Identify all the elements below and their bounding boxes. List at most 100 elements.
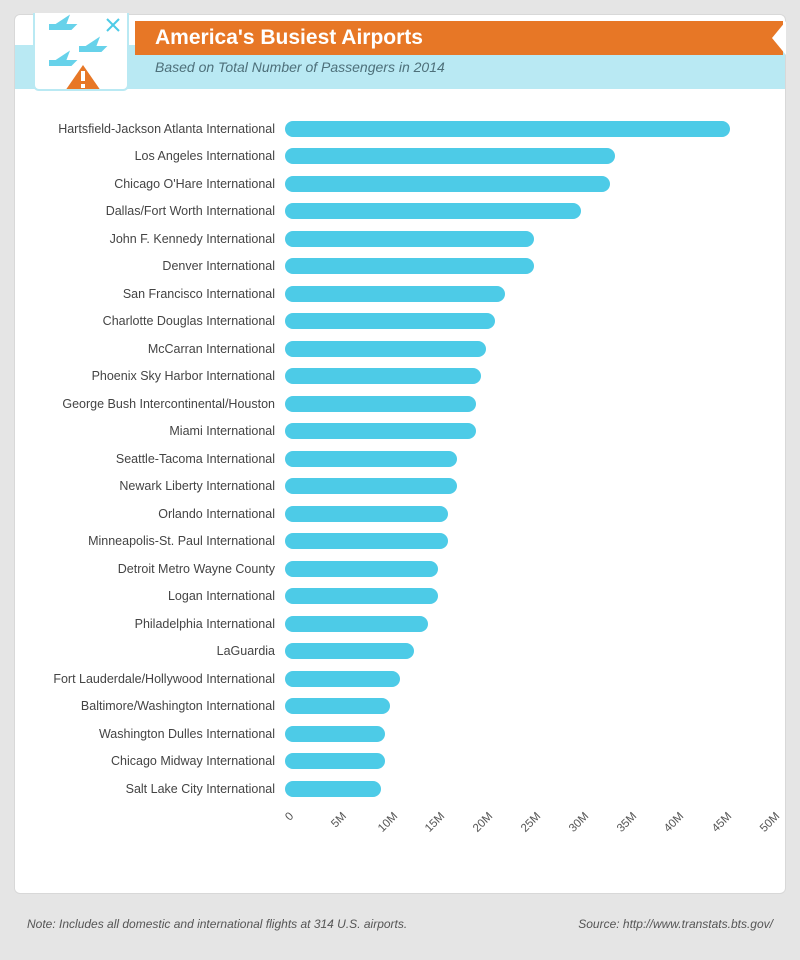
bar-fill <box>285 121 730 137</box>
bar-track <box>285 258 763 274</box>
bar-row: LaGuardia <box>37 638 763 666</box>
bar-fill <box>285 726 385 742</box>
bar-row: Philadelphia International <box>37 610 763 638</box>
bar-row: McCarran International <box>37 335 763 363</box>
bar-fill <box>285 203 581 219</box>
bar-fill <box>285 561 438 577</box>
bar-row: Hartsfield-Jackson Atlanta International <box>37 115 763 143</box>
bar-track <box>285 753 763 769</box>
bar-track <box>285 148 763 164</box>
footer-note: Note: Includes all domestic and internat… <box>27 917 407 931</box>
bar-label: San Francisco International <box>37 287 285 301</box>
bar-label: Philadelphia International <box>37 617 285 631</box>
bar-row: Los Angeles International <box>37 143 763 171</box>
bar-label: Phoenix Sky Harbor International <box>37 369 285 383</box>
bar-fill <box>285 616 428 632</box>
bar-track <box>285 176 763 192</box>
bar-label: McCarran International <box>37 342 285 356</box>
bar-row: Chicago O'Hare International <box>37 170 763 198</box>
bar-label: Dallas/Fort Worth International <box>37 204 285 218</box>
bar-track <box>285 203 763 219</box>
bar-label: Washington Dulles International <box>37 727 285 741</box>
bar-label: Detroit Metro Wayne County <box>37 562 285 576</box>
bar-fill <box>285 588 438 604</box>
x-tick: 5M <box>329 809 350 830</box>
bar-row: Washington Dulles International <box>37 720 763 748</box>
bar-fill <box>285 286 505 302</box>
bar-row: John F. Kennedy International <box>37 225 763 253</box>
bar-label: Orlando International <box>37 507 285 521</box>
bar-fill <box>285 258 534 274</box>
bar-row: Denver International <box>37 253 763 281</box>
title-ribbon: America's Busiest Airports <box>135 21 783 55</box>
bar-track <box>285 781 763 797</box>
bar-track <box>285 671 763 687</box>
chart-subtitle: Based on Total Number of Passengers in 2… <box>155 59 445 75</box>
bar-track <box>285 121 763 137</box>
bar-fill <box>285 643 414 659</box>
bar-label: Salt Lake City International <box>37 782 285 796</box>
bar-label: Charlotte Douglas International <box>37 314 285 328</box>
bar-track <box>285 643 763 659</box>
bar-track <box>285 231 763 247</box>
footer-source: Source: http://www.transtats.bts.gov/ <box>578 917 773 931</box>
bar-row: Newark Liberty International <box>37 473 763 501</box>
bar-label: Chicago O'Hare International <box>37 177 285 191</box>
bar-label: Baltimore/Washington International <box>37 699 285 713</box>
ribbon-notch <box>772 21 786 55</box>
bar-row: Detroit Metro Wayne County <box>37 555 763 583</box>
bar-fill <box>285 148 615 164</box>
bar-track <box>285 368 763 384</box>
bar-row: Logan International <box>37 583 763 611</box>
bar-label: Logan International <box>37 589 285 603</box>
bar-row: Minneapolis-St. Paul International <box>37 528 763 556</box>
bar-track <box>285 533 763 549</box>
bar-label: Hartsfield-Jackson Atlanta International <box>37 122 285 136</box>
bar-fill <box>285 396 476 412</box>
bar-track <box>285 698 763 714</box>
x-tick: 25M <box>519 809 545 835</box>
bar-label: John F. Kennedy International <box>37 232 285 246</box>
bar-track <box>285 616 763 632</box>
bar-row: Orlando International <box>37 500 763 528</box>
header-banner: Based on Total Number of Passengers in 2… <box>15 15 785 99</box>
bar-track <box>285 588 763 604</box>
bar-fill <box>285 671 400 687</box>
bar-row: San Francisco International <box>37 280 763 308</box>
x-tick: 40M <box>662 809 688 835</box>
bar-track <box>285 313 763 329</box>
x-tick: 20M <box>471 809 497 835</box>
footer: Note: Includes all domestic and internat… <box>15 917 785 931</box>
bar-track <box>285 561 763 577</box>
bar-track <box>285 451 763 467</box>
bar-row: Fort Lauderdale/Hollywood International <box>37 665 763 693</box>
bar-label: Los Angeles International <box>37 149 285 163</box>
bar-label: Newark Liberty International <box>37 479 285 493</box>
bar-track <box>285 726 763 742</box>
bar-label: Denver International <box>37 259 285 273</box>
bar-fill <box>285 423 476 439</box>
x-axis: 05M10M15M20M25M30M35M40M45M50M <box>285 809 763 849</box>
bar-label: Seattle-Tacoma International <box>37 452 285 466</box>
bar-fill <box>285 781 381 797</box>
bar-track <box>285 423 763 439</box>
bar-fill <box>285 368 481 384</box>
bar-track <box>285 478 763 494</box>
bar-label: Fort Lauderdale/Hollywood International <box>37 672 285 686</box>
bar-row: Salt Lake City International <box>37 775 763 803</box>
x-tick: 50M <box>758 809 784 835</box>
x-tick: 45M <box>710 809 736 835</box>
bar-row: Dallas/Fort Worth International <box>37 198 763 226</box>
x-tick: 10M <box>376 809 402 835</box>
x-tick: 30M <box>567 809 593 835</box>
bar-track <box>285 286 763 302</box>
x-tick: 35M <box>615 809 641 835</box>
bar-label: LaGuardia <box>37 644 285 658</box>
airport-icon <box>33 13 129 91</box>
bar-row: Phoenix Sky Harbor International <box>37 363 763 391</box>
bar-list: Hartsfield-Jackson Atlanta International… <box>37 115 763 803</box>
x-tick: 15M <box>423 809 449 835</box>
bar-fill <box>285 231 534 247</box>
bar-row: George Bush Intercontinental/Houston <box>37 390 763 418</box>
bar-chart: Hartsfield-Jackson Atlanta International… <box>37 115 763 875</box>
